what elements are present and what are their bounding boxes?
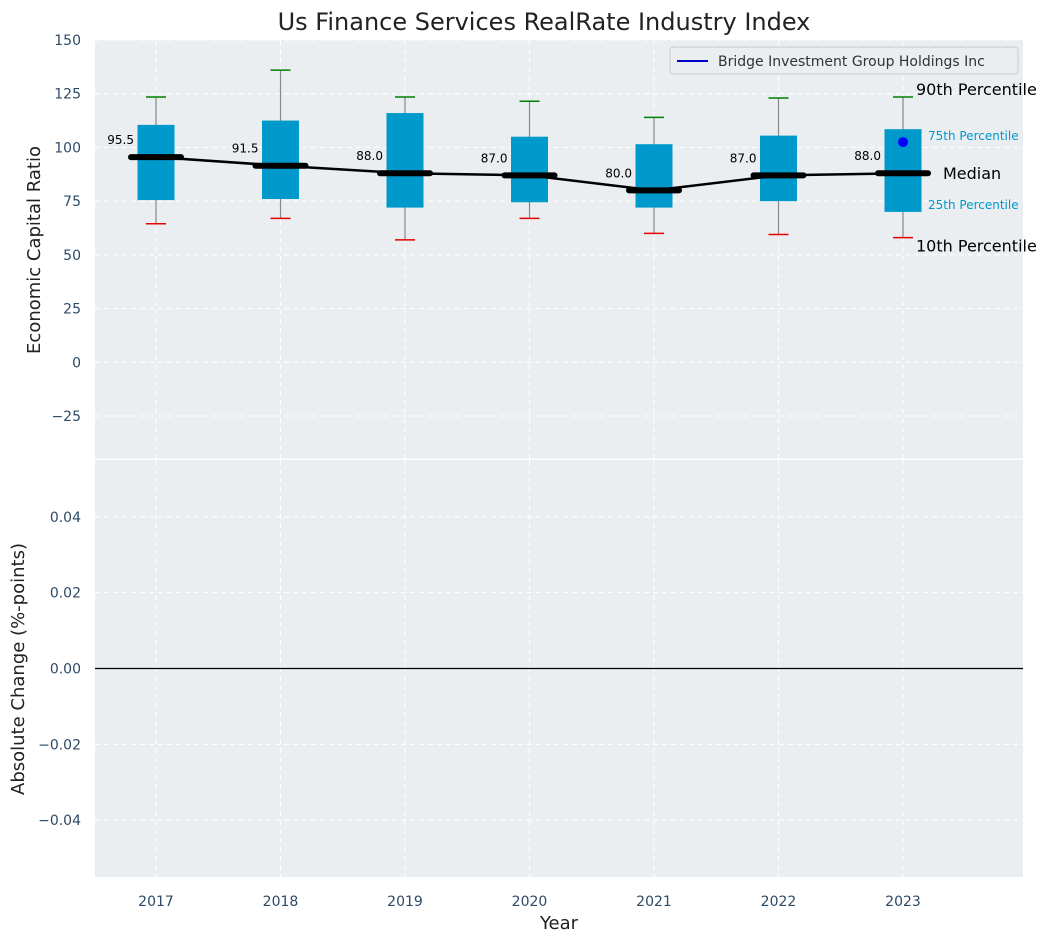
x-tick-label: 2018 xyxy=(263,894,299,910)
legend-label: Bridge Investment Group Holdings Inc xyxy=(718,54,985,70)
chart-title: Us Finance Services RealRate Industry In… xyxy=(278,8,811,36)
median-value-label: 91.5 xyxy=(232,142,259,156)
bottom-y-tick-label: 0.04 xyxy=(50,510,81,526)
median-value-label: 87.0 xyxy=(481,151,508,165)
box xyxy=(511,136,548,203)
top-y-tick-label: 125 xyxy=(54,87,81,103)
top-y-tick-label: 150 xyxy=(54,33,81,49)
p10-annotation: 10th Percentile xyxy=(916,237,1037,256)
box xyxy=(386,113,424,208)
bottom-y-tick-label: −0.02 xyxy=(38,737,81,753)
top-y-tick-label: 75 xyxy=(63,194,81,210)
top-panel: 150 125 100 75 50 25 0 −25 95.5 91.5 88.0 87.0 80.0 8… xyxy=(51,33,1037,461)
x-tick-label: 2019 xyxy=(387,894,423,910)
top-y-tick-label: 100 xyxy=(54,140,81,156)
median-value-label: 95.5 xyxy=(107,133,134,147)
p90-annotation: 90th Percentile xyxy=(916,80,1037,99)
bottom-y-axis-label: Absolute Change (%-points) xyxy=(8,543,29,795)
top-y-tick-label: 50 xyxy=(63,248,81,264)
box xyxy=(262,120,299,200)
top-y-tick-label: −25 xyxy=(51,409,81,425)
median-annotation: Median xyxy=(943,164,1001,183)
x-tick-label: 2023 xyxy=(885,894,921,910)
x-tick-label: 2021 xyxy=(636,894,672,910)
top-y-tick-label: 0 xyxy=(72,355,81,371)
top-plot-area xyxy=(95,40,1023,459)
x-axis-label: Year xyxy=(539,913,579,934)
legend-box xyxy=(669,46,1019,75)
x-tick-label: 2017 xyxy=(138,894,174,910)
p75-annotation: 75th Percentile xyxy=(928,129,1019,143)
bottom-y-tick-label: 0.02 xyxy=(50,586,81,602)
box xyxy=(760,135,797,202)
top-y-tick-label: 25 xyxy=(63,302,81,318)
median-value-label: 88.0 xyxy=(854,149,881,163)
box xyxy=(137,124,175,201)
bottom-panel: 0.04 0.02 0.00 −0.02 −0.04 2017 2018 2019 2020 20… xyxy=(38,460,1023,910)
company-point xyxy=(898,137,908,148)
box xyxy=(635,144,673,208)
median-value-label: 87.0 xyxy=(730,151,757,165)
legend: Bridge Investment Group Holdings Inc xyxy=(669,46,1019,75)
bottom-y-tick-label: −0.04 xyxy=(38,813,81,829)
p25-annotation: 25th Percentile xyxy=(928,198,1019,212)
top-y-axis-label: Economic Capital Ratio xyxy=(24,146,45,354)
bottom-y-tick-label: 0.00 xyxy=(50,662,81,678)
median-value-label: 88.0 xyxy=(356,149,383,163)
x-tick-label: 2020 xyxy=(512,894,548,910)
median-value-label: 80.0 xyxy=(605,166,632,180)
x-tick-label: 2022 xyxy=(761,894,797,910)
